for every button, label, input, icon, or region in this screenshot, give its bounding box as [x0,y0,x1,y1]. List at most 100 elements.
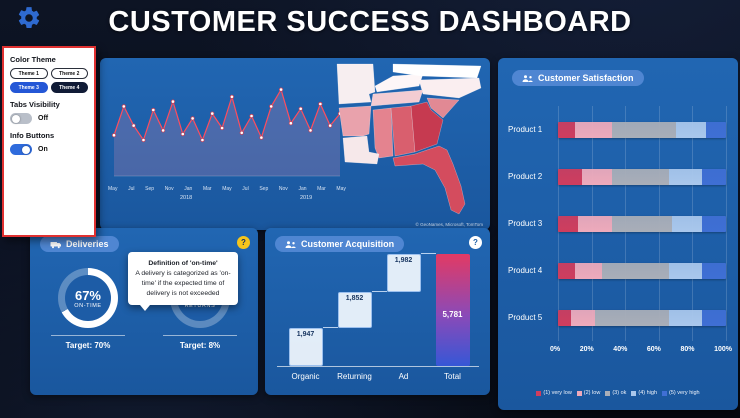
satisfaction-row: Product 5 [508,294,726,341]
trend-data-point[interactable] [239,130,244,135]
trend-data-point[interactable] [161,128,166,133]
satisfaction-stacked-bar[interactable] [558,215,726,232]
waterfall-bar-total[interactable]: 5,781 [435,254,470,366]
divider [51,335,125,336]
legend-swatch [536,390,542,396]
trend-data-point[interactable] [111,133,117,138]
bar-segment[interactable] [672,215,703,232]
bar-segment[interactable] [702,262,726,279]
bar-segment[interactable] [581,168,612,185]
bar-segment[interactable] [571,309,595,326]
legend-swatch [576,390,582,396]
bar-segment[interactable] [668,168,703,185]
state-kentucky[interactable] [374,73,424,93]
trend-data-point[interactable] [298,106,303,111]
bar-segment[interactable] [702,168,726,185]
bar-segment[interactable] [558,215,579,232]
legend-swatch [662,390,668,396]
bar-segment[interactable] [594,309,669,326]
trend-data-point[interactable] [219,125,225,131]
trend-data-point[interactable] [328,123,333,128]
on-time-donut[interactable]: 67% ON-TIME [58,268,118,328]
bar-segment[interactable] [675,121,706,138]
trend-data-point[interactable] [249,113,254,119]
trend-data-point[interactable] [269,104,274,109]
bar-segment[interactable] [668,309,703,326]
bar-segment[interactable] [668,262,703,279]
state-alabama[interactable] [390,105,416,157]
bar-segment[interactable] [611,215,673,232]
trend-data-point[interactable] [318,101,323,107]
bar-segment[interactable] [601,262,669,279]
axis-tick-label: 100% [714,346,732,353]
trend-data-point[interactable] [121,104,126,109]
bar-segment[interactable] [558,121,575,138]
waterfall-bar-returning[interactable]: 1,852 [337,292,372,329]
trend-data-point[interactable] [278,87,284,92]
bar-segment[interactable] [574,121,612,138]
bar-segment[interactable] [574,262,602,279]
waterfall-value-label: 1,852 [345,295,364,303]
deliveries-help-button[interactable]: ? [237,236,250,249]
theme-1-button[interactable]: Theme 1 [10,68,48,79]
tabs-visibility-toggle[interactable] [10,113,32,124]
bar-segment[interactable] [558,262,575,279]
state-south-carolina[interactable] [426,97,460,119]
waterfall-bar-ad[interactable]: 1,982 [386,254,421,293]
on-time-value: 67% [74,287,101,303]
region-choropleth-map[interactable] [335,62,485,222]
trend-data-point[interactable] [180,131,185,137]
trend-line-chart[interactable] [108,66,346,184]
satisfaction-stacked-bar[interactable] [558,121,726,138]
bar-segment[interactable] [702,215,726,232]
bar-segment[interactable] [611,121,676,138]
trend-x-tick: Sep [259,186,269,192]
state-virginia[interactable] [392,63,482,79]
trend-data-point[interactable] [151,107,156,113]
bar-segment[interactable] [558,309,572,326]
satisfaction-header: Customer Satisfaction [512,70,644,86]
trend-data-point[interactable] [210,111,215,116]
on-time-definition-tooltip: Definition of 'on-time' A delivery is ca… [128,252,238,312]
satisfaction-stacked-bar[interactable] [558,262,726,279]
trend-data-point[interactable] [190,116,195,121]
trend-data-point[interactable] [200,137,205,143]
trend-data-point[interactable] [141,137,146,143]
satisfaction-stacked-bar[interactable] [558,168,726,185]
info-buttons-toggle[interactable] [10,144,32,155]
trend-data-point[interactable] [170,99,176,104]
state-north-carolina[interactable] [418,77,482,99]
bar-segment[interactable] [611,168,669,185]
state-georgia[interactable] [410,101,444,153]
theme-2-button[interactable]: Theme 2 [50,68,88,79]
bar-segment[interactable] [558,168,582,185]
state-florida[interactable] [392,145,466,215]
bar-segment[interactable] [705,121,726,138]
state-arkansas[interactable] [338,105,372,137]
waterfall-bar-organic[interactable]: 1,947 [288,328,323,366]
trend-data-point[interactable] [229,94,235,99]
legend-item: (3) ok [605,390,626,396]
state-missouri[interactable] [336,63,376,105]
trend-data-point[interactable] [131,123,136,128]
bar-segment[interactable] [702,309,726,326]
theme-4-button[interactable]: Theme 4 [50,82,88,93]
state-mississippi[interactable] [372,107,394,159]
waterfall-connector [322,327,338,329]
trend-data-point[interactable] [259,135,264,140]
state-louisiana[interactable] [342,135,380,165]
satisfaction-row: Product 1 [508,106,726,153]
tooltip-title: Definition of 'on-time' [148,260,218,267]
legend-label: (3) ok [612,390,627,396]
theme-3-button[interactable]: Theme 3 [10,82,48,93]
satisfaction-stacked-bar[interactable] [558,309,726,326]
bar-segment[interactable] [578,215,612,232]
settings-gear-icon[interactable] [16,5,42,31]
toggle-knob [22,145,30,154]
trend-x-tick: Sep [145,186,155,192]
state-tennessee[interactable] [370,89,424,107]
trend-data-point[interactable] [288,121,293,126]
trend-data-point[interactable] [308,128,313,133]
customer-acquisition-panel: Customer Acquisition ? 1,947 1,852 1,982 5,… [265,228,490,395]
acquisition-help-button[interactable]: ? [469,236,482,249]
